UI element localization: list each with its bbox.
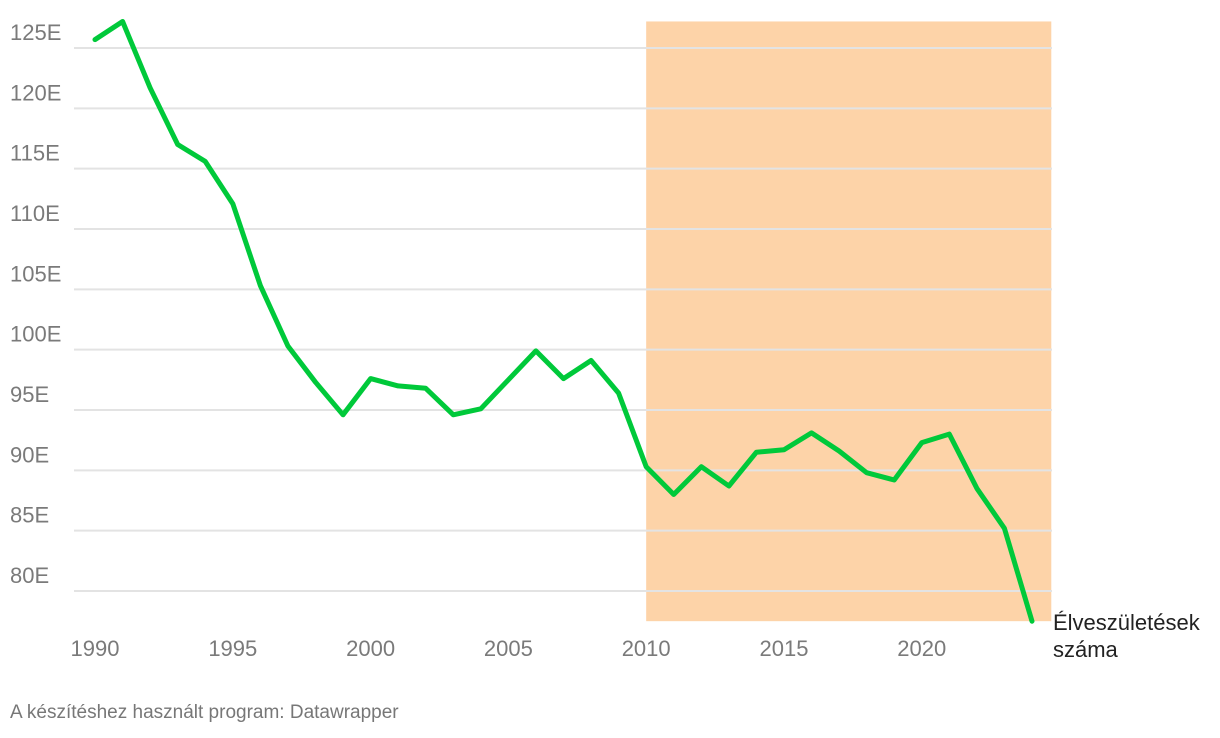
y-tick-label: 105E xyxy=(10,261,61,286)
y-tick-label: 95E xyxy=(10,382,49,407)
footer-credit: A készítéshez használt program: Datawrap… xyxy=(10,702,399,723)
series-label: Élveszületések xyxy=(1053,610,1201,635)
y-tick-label: 120E xyxy=(10,80,61,105)
x-tick-label: 1995 xyxy=(208,636,257,661)
x-tick-label: 1990 xyxy=(71,636,120,661)
y-tick-label: 100E xyxy=(10,322,61,347)
y-tick-label: 125E xyxy=(10,20,61,45)
y-tick-label: 80E xyxy=(10,563,49,588)
y-tick-label: 110E xyxy=(10,201,60,226)
x-tick-label: 2000 xyxy=(346,636,395,661)
y-tick-label: 85E xyxy=(10,503,49,528)
series-line xyxy=(92,19,1035,624)
highlight-band xyxy=(646,21,1052,622)
x-tick-label: 2010 xyxy=(622,636,671,661)
x-tick-label: 2005 xyxy=(484,636,533,661)
y-tick-label: 90E xyxy=(10,442,49,467)
y-tick-label: 115E xyxy=(10,141,60,166)
x-tick-label: 2020 xyxy=(897,636,946,661)
series-label: száma xyxy=(1053,637,1119,662)
x-tick-label: 2015 xyxy=(759,636,808,661)
